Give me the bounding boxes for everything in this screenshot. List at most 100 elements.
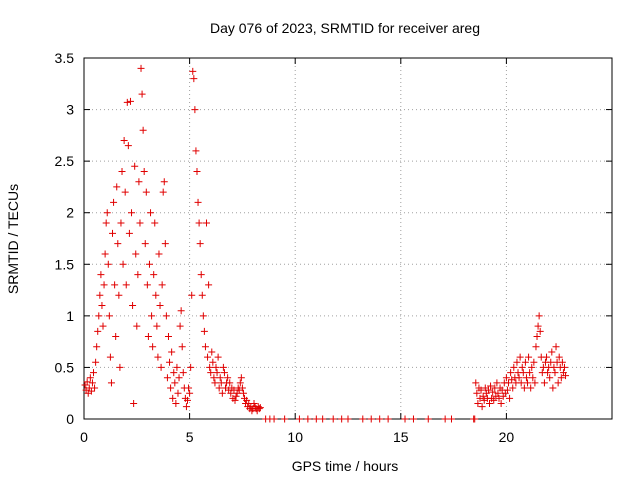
data-point: [529, 374, 537, 382]
data-point: [185, 384, 193, 392]
data-point: [163, 374, 171, 382]
data-point: [107, 379, 115, 387]
data-point: [105, 312, 113, 320]
data-point: [494, 389, 502, 397]
data-point: [534, 322, 542, 330]
data-point: [441, 415, 449, 423]
data-point: [141, 240, 149, 248]
data-point: [218, 389, 226, 397]
data-point: [202, 219, 210, 227]
data-point: [489, 388, 497, 396]
data-point: [121, 188, 129, 196]
data-point: [516, 353, 524, 361]
data-point: [487, 382, 495, 390]
data-point: [145, 260, 153, 268]
data-point: [204, 353, 212, 361]
data-point: [159, 188, 167, 196]
x-axis-label: GPS time / hours: [292, 458, 399, 474]
data-point: [148, 312, 156, 320]
y-tick-label: 2.5: [55, 153, 75, 169]
data-point: [152, 291, 160, 299]
data-point: [131, 162, 139, 170]
data-point: [168, 348, 176, 356]
data-point: [197, 271, 205, 279]
data-point: [237, 374, 245, 382]
data-point: [115, 291, 123, 299]
data-point: [536, 327, 544, 335]
data-point: [270, 415, 278, 423]
data-point: [94, 327, 102, 335]
data-point: [473, 389, 481, 397]
x-tick-label: 0: [80, 429, 88, 445]
data-point: [198, 291, 206, 299]
data-point: [558, 358, 566, 366]
data-point: [490, 396, 498, 404]
data-point: [120, 137, 128, 145]
data-point: [226, 379, 234, 387]
data-point: [117, 219, 125, 227]
data-point: [236, 379, 244, 387]
data-point: [562, 372, 570, 380]
y-tick-label: 0.5: [55, 359, 75, 375]
data-point: [134, 271, 142, 279]
data-point: [119, 260, 127, 268]
data-point: [304, 415, 312, 423]
y-tick-label: 0: [66, 411, 74, 427]
data-point: [367, 415, 375, 423]
data-point: [177, 307, 185, 315]
data-point: [486, 400, 494, 408]
data-point: [155, 250, 163, 258]
x-tick-label: 10: [287, 429, 303, 445]
data-point: [174, 389, 182, 397]
data-point: [250, 400, 258, 408]
data-point: [522, 374, 530, 382]
data-point: [189, 67, 197, 75]
data-point: [126, 97, 134, 105]
data-point: [136, 219, 144, 227]
data-point: [153, 322, 161, 330]
data-point: [142, 188, 150, 196]
data-point: [532, 343, 540, 351]
data-point: [319, 415, 327, 423]
data-point: [471, 415, 479, 423]
data-point: [255, 405, 263, 413]
data-point: [104, 260, 112, 268]
data-point: [183, 396, 191, 404]
data-point: [143, 281, 151, 289]
data-point: [497, 400, 505, 408]
data-point: [509, 384, 517, 392]
data-point: [312, 415, 320, 423]
data-point: [533, 332, 541, 340]
data-point: [196, 240, 204, 248]
data-point: [171, 379, 179, 387]
data-point: [95, 312, 103, 320]
data-point: [86, 374, 94, 382]
data-point: [540, 379, 548, 387]
data-point: [156, 302, 164, 310]
data-point: [552, 343, 560, 351]
data-point: [531, 379, 539, 387]
data-point: [169, 394, 177, 402]
data-point: [281, 415, 289, 423]
data-point: [219, 363, 227, 371]
data-point: [207, 369, 215, 377]
data-point: [519, 369, 527, 377]
data-point: [526, 369, 534, 377]
data-point: [521, 358, 529, 366]
data-point: [527, 384, 535, 392]
data-point: [129, 302, 137, 310]
data-point: [507, 369, 515, 377]
chart-title: Day 076 of 2023, SRMTID for receiver are…: [210, 20, 480, 36]
data-point: [149, 343, 157, 351]
data-point: [502, 374, 510, 382]
data-point: [401, 415, 409, 423]
data-point: [100, 281, 108, 289]
y-tick-label: 1: [66, 308, 74, 324]
data-point: [232, 392, 240, 400]
data-point: [140, 167, 148, 175]
data-point: [520, 384, 528, 392]
data-point: [182, 403, 190, 411]
data-point: [547, 358, 555, 366]
y-tick-label: 1.5: [55, 256, 75, 272]
data-point: [195, 219, 203, 227]
